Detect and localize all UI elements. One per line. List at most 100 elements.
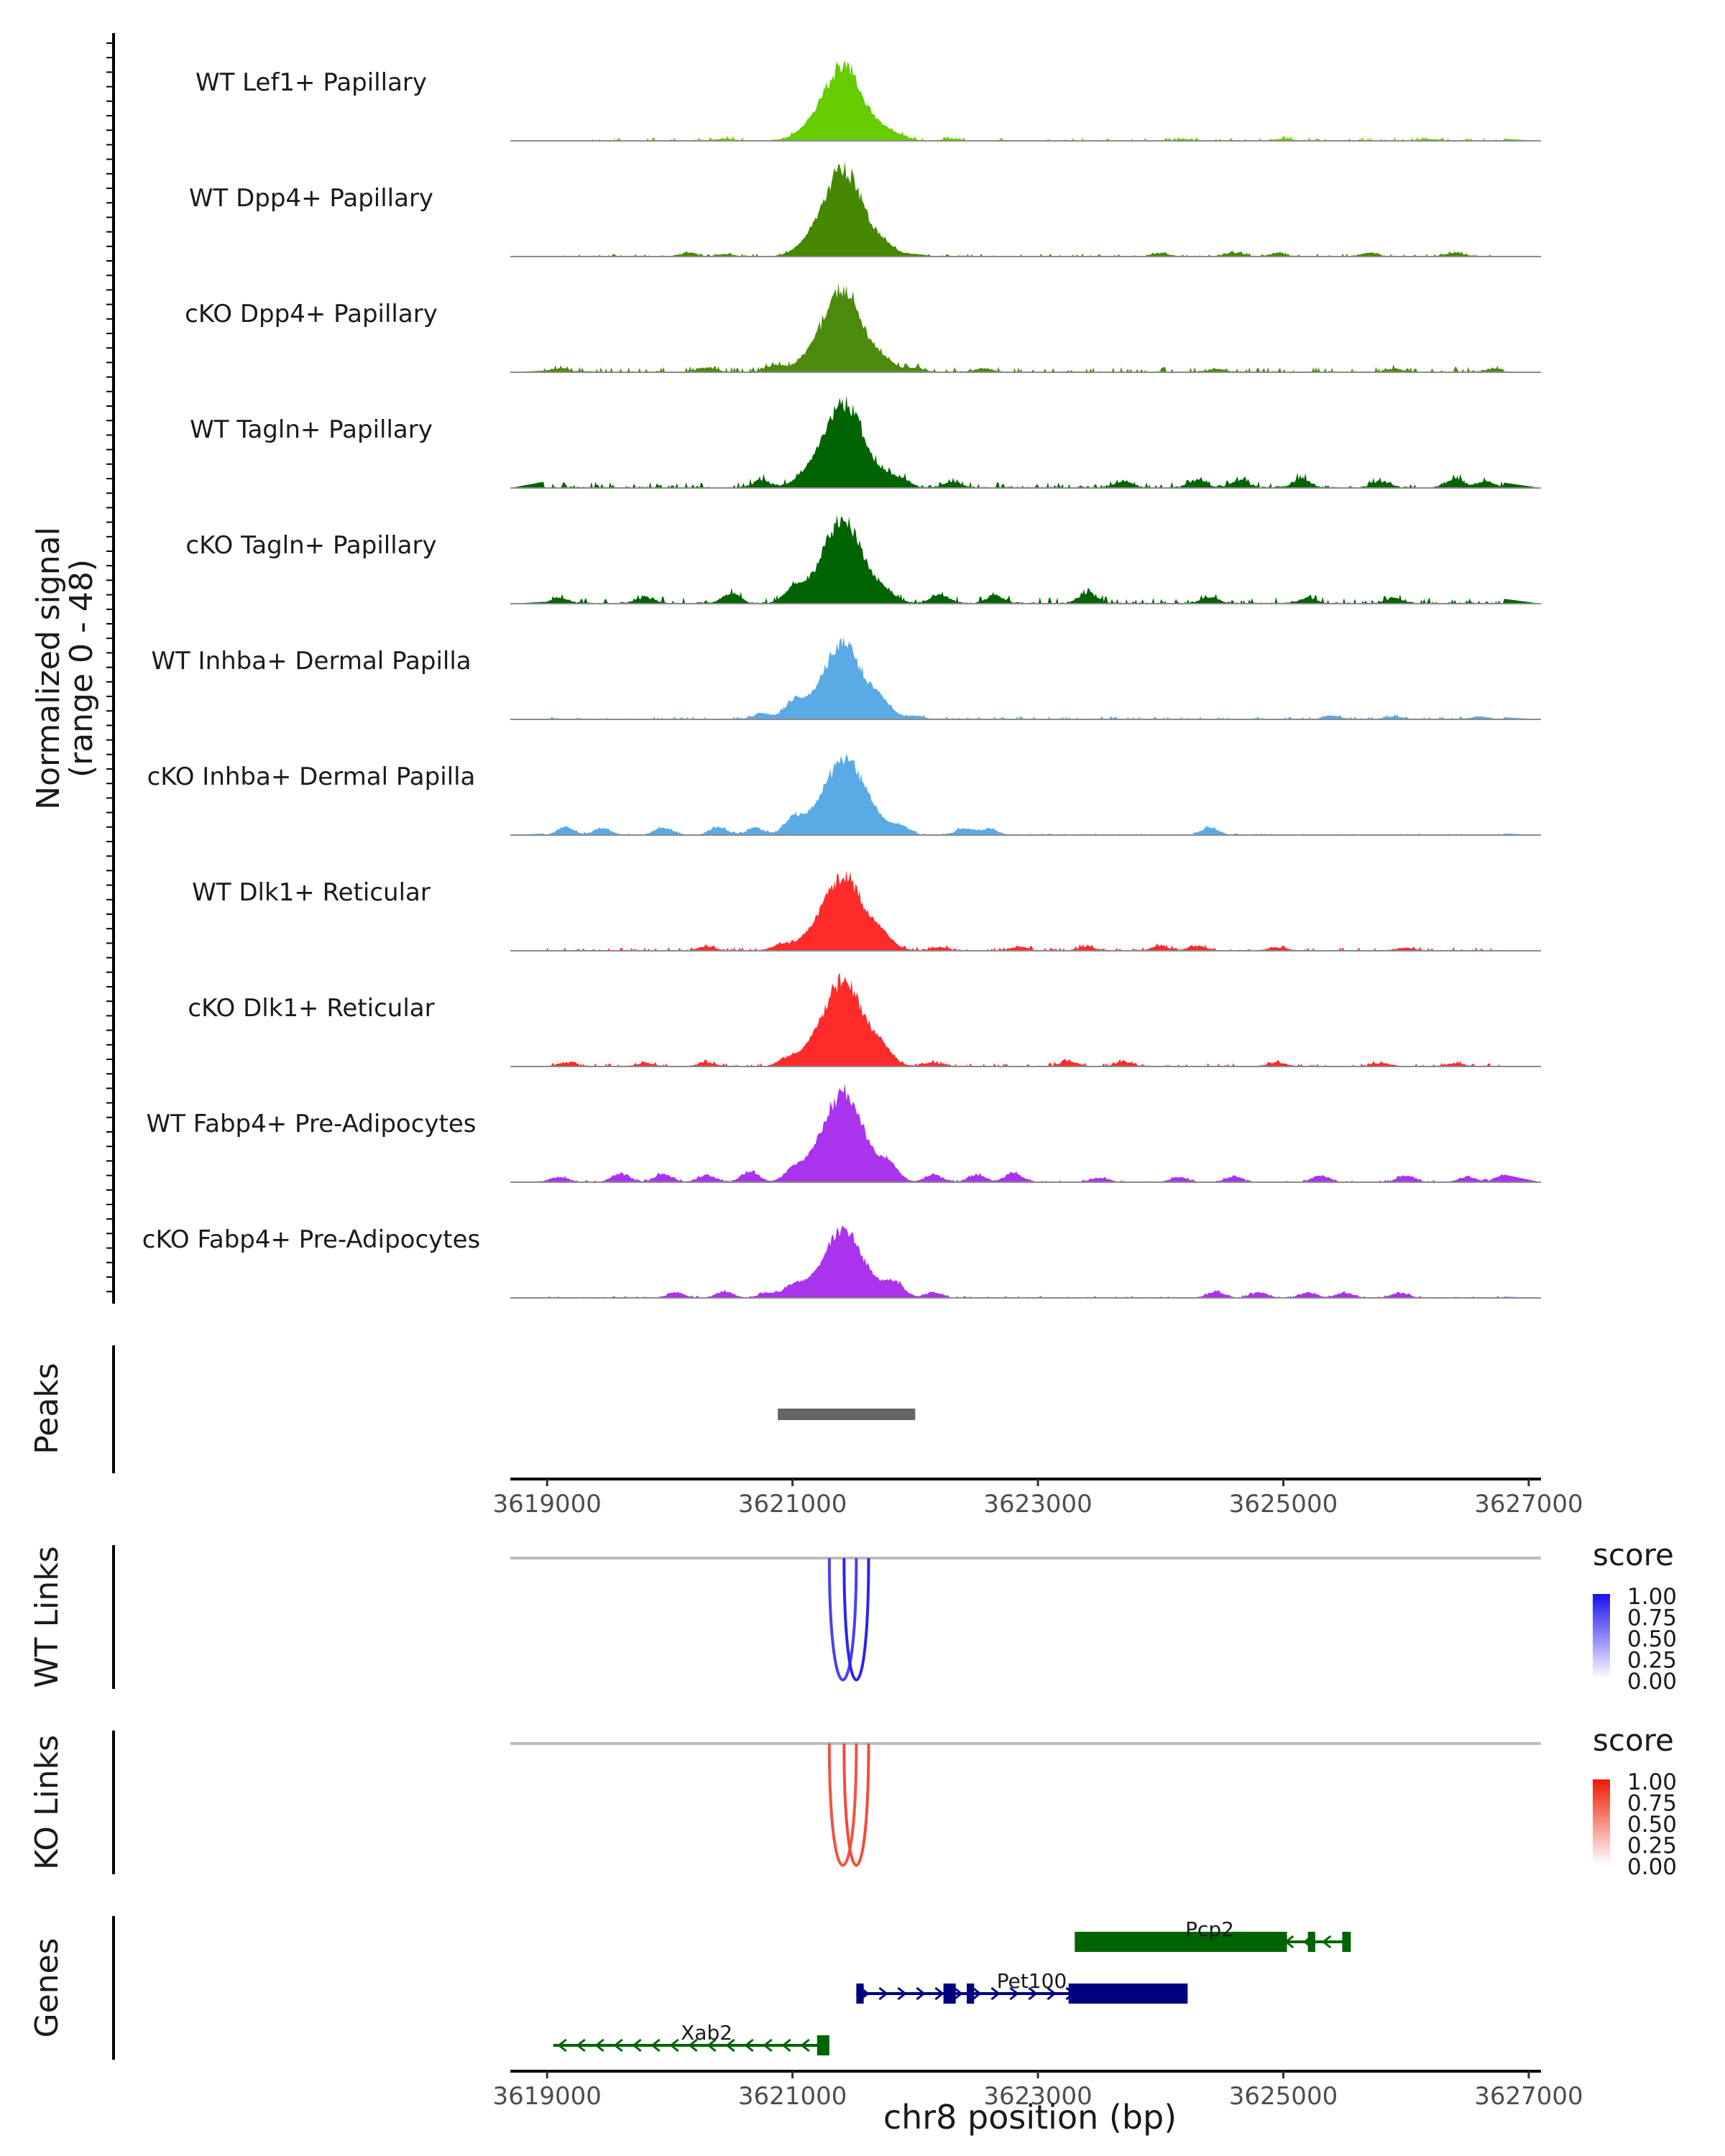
track-label: cKO Tagln+ Papillary bbox=[185, 531, 436, 560]
link-arc bbox=[842, 1557, 870, 1682]
track-label: cKO Dlk1+ Reticular bbox=[188, 994, 434, 1023]
strand-arrow bbox=[781, 2038, 791, 2053]
axis-tick-label: 3627000 bbox=[1474, 2082, 1583, 2111]
coverage-track: WT Lef1+ Papillary bbox=[196, 60, 1541, 142]
link-arc bbox=[842, 1743, 870, 1867]
x-axis-title: chr8 position (bp) bbox=[883, 2098, 1177, 2137]
legend-tick-label: 1.00 bbox=[1627, 1584, 1677, 1610]
track-label: cKO Inhba+ Dermal Papilla bbox=[147, 763, 476, 791]
legend-tick-label: 0.25 bbox=[1627, 1648, 1677, 1674]
gene-exon bbox=[856, 1984, 864, 2004]
strand-arrow bbox=[707, 2038, 717, 2053]
legend-title: score bbox=[1593, 1537, 1674, 1572]
gene-model: Xab2 bbox=[553, 2021, 829, 2055]
signal-area bbox=[510, 515, 1541, 604]
signal-area bbox=[510, 636, 1541, 719]
strand-arrow bbox=[763, 2038, 773, 2053]
coverage-track: WT Inhba+ Dermal Papilla bbox=[151, 636, 1541, 720]
gene-exon bbox=[967, 1984, 975, 2004]
legend-tick-label: 1.00 bbox=[1627, 1769, 1677, 1795]
signal-area bbox=[510, 282, 1541, 372]
peaks-label: Peaks bbox=[29, 1363, 65, 1454]
strand-arrow bbox=[632, 2038, 642, 2053]
gene-model: Pcp2 bbox=[1075, 1917, 1351, 1952]
signal-area bbox=[510, 1083, 1541, 1182]
signal-area bbox=[510, 161, 1541, 257]
coverage-track: WT Dlk1+ Reticular bbox=[192, 870, 1541, 952]
coverage-track: cKO Inhba+ Dermal Papilla bbox=[147, 753, 1541, 836]
strand-arrow bbox=[688, 2038, 698, 2053]
coverage-track: WT Tagln+ Papillary bbox=[190, 395, 1541, 489]
axis-tick-label: 3621000 bbox=[738, 1490, 847, 1519]
strand-arrow bbox=[1046, 1986, 1057, 2001]
coverage-track: cKO Tagln+ Papillary bbox=[185, 515, 1541, 604]
track-label: WT Fabp4+ Pre-Adipocytes bbox=[147, 1110, 477, 1138]
wt-score-legend: score 1.000.750.500.250.00 bbox=[1593, 1537, 1677, 1695]
axis-tick-label: 3625000 bbox=[1229, 1490, 1338, 1519]
strand-arrow bbox=[594, 2038, 604, 2053]
track-label: WT Lef1+ Papillary bbox=[196, 68, 427, 97]
genes-track: Pcp2 Pet100 Xab2 bbox=[553, 1917, 1351, 2055]
genes-label: Genes bbox=[29, 1938, 65, 2037]
legend-tick-label: 0.75 bbox=[1627, 1791, 1677, 1817]
link-arc bbox=[827, 1743, 858, 1867]
gene-exon bbox=[1068, 1984, 1188, 2004]
track-label: WT Dpp4+ Papillary bbox=[189, 184, 433, 213]
legend-tick-label: 0.00 bbox=[1627, 1669, 1677, 1695]
score-legends: score1.000.750.500.250.00score1.000.750.… bbox=[1593, 1537, 1677, 1880]
axis-tick-label: 3619000 bbox=[492, 1490, 601, 1519]
coverage-track: cKO Dpp4+ Papillary bbox=[185, 282, 1541, 373]
strand-arrow bbox=[744, 2038, 754, 2053]
axis-tick-label: 3623000 bbox=[983, 2082, 1092, 2111]
strand-arrow bbox=[953, 1986, 963, 2001]
legend-tick-label: 0.00 bbox=[1627, 1854, 1677, 1880]
axis-tick-label: 3627000 bbox=[1474, 1490, 1583, 1519]
legend-colorbar bbox=[1593, 1594, 1610, 1679]
coverage-track: cKO Fabp4+ Pre-Adipocytes bbox=[142, 1225, 1541, 1299]
track-label: WT Dlk1+ Reticular bbox=[192, 878, 431, 907]
ko-links-label: KO Links bbox=[29, 1735, 65, 1870]
strand-arrow bbox=[1028, 1986, 1038, 2001]
signal-area bbox=[510, 972, 1541, 1067]
signal-area bbox=[510, 60, 1541, 141]
strand-arrow bbox=[972, 1986, 982, 2001]
gene-label: Pcp2 bbox=[1185, 1917, 1234, 1941]
track-label: cKO Dpp4+ Papillary bbox=[185, 300, 438, 328]
coverage-y-axis-ticks bbox=[106, 42, 114, 1293]
axis-tick-label: 3619000 bbox=[492, 2082, 601, 2111]
track-label: cKO Fabp4+ Pre-Adipocytes bbox=[142, 1225, 481, 1254]
wt-links-label: WT Links bbox=[29, 1546, 65, 1687]
ko-links-track bbox=[510, 1742, 1541, 1867]
gene-model: Pet100 bbox=[856, 1969, 1188, 2004]
coverage-ylabel-range: (range 0 - 48) bbox=[63, 559, 100, 778]
axis-tick-label: 3623000 bbox=[983, 1490, 1092, 1519]
strand-arrow bbox=[934, 1986, 944, 2001]
coverage-track: WT Dpp4+ Papillary bbox=[189, 161, 1541, 257]
signal-area bbox=[510, 870, 1541, 951]
wt-links-track bbox=[510, 1557, 1541, 1682]
coverage-track: cKO Dlk1+ Reticular bbox=[188, 972, 1541, 1067]
strand-arrow bbox=[916, 1986, 926, 2001]
strand-arrow bbox=[990, 1986, 1000, 2001]
peaks-track bbox=[778, 1409, 916, 1420]
legend-title: score bbox=[1593, 1723, 1674, 1758]
links-tracks bbox=[510, 1557, 1541, 1867]
coverage-track: WT Fabp4+ Pre-Adipocytes bbox=[147, 1083, 1541, 1183]
legend-tick-label: 0.25 bbox=[1627, 1833, 1677, 1859]
axis-tick-label: 3625000 bbox=[1229, 2082, 1338, 2111]
gene-exon bbox=[1342, 1932, 1351, 1952]
legend-tick-label: 0.50 bbox=[1627, 1626, 1677, 1652]
gene-exon bbox=[1307, 1932, 1315, 1952]
peak-region bbox=[778, 1409, 916, 1420]
strand-arrow bbox=[669, 2038, 679, 2053]
strand-arrow bbox=[576, 2038, 586, 2053]
gene-label: Xab2 bbox=[681, 2021, 732, 2045]
link-arc bbox=[827, 1557, 858, 1682]
strand-arrow bbox=[650, 2038, 661, 2053]
track-label: WT Inhba+ Dermal Papilla bbox=[151, 647, 471, 676]
position-axis-top: 3619000 3621000 3623000 3625000 3627000 bbox=[492, 1478, 1583, 1519]
axis-tick-label: 3621000 bbox=[738, 2082, 847, 2111]
signal-area bbox=[510, 753, 1541, 835]
track-label: WT Tagln+ Papillary bbox=[190, 415, 433, 444]
